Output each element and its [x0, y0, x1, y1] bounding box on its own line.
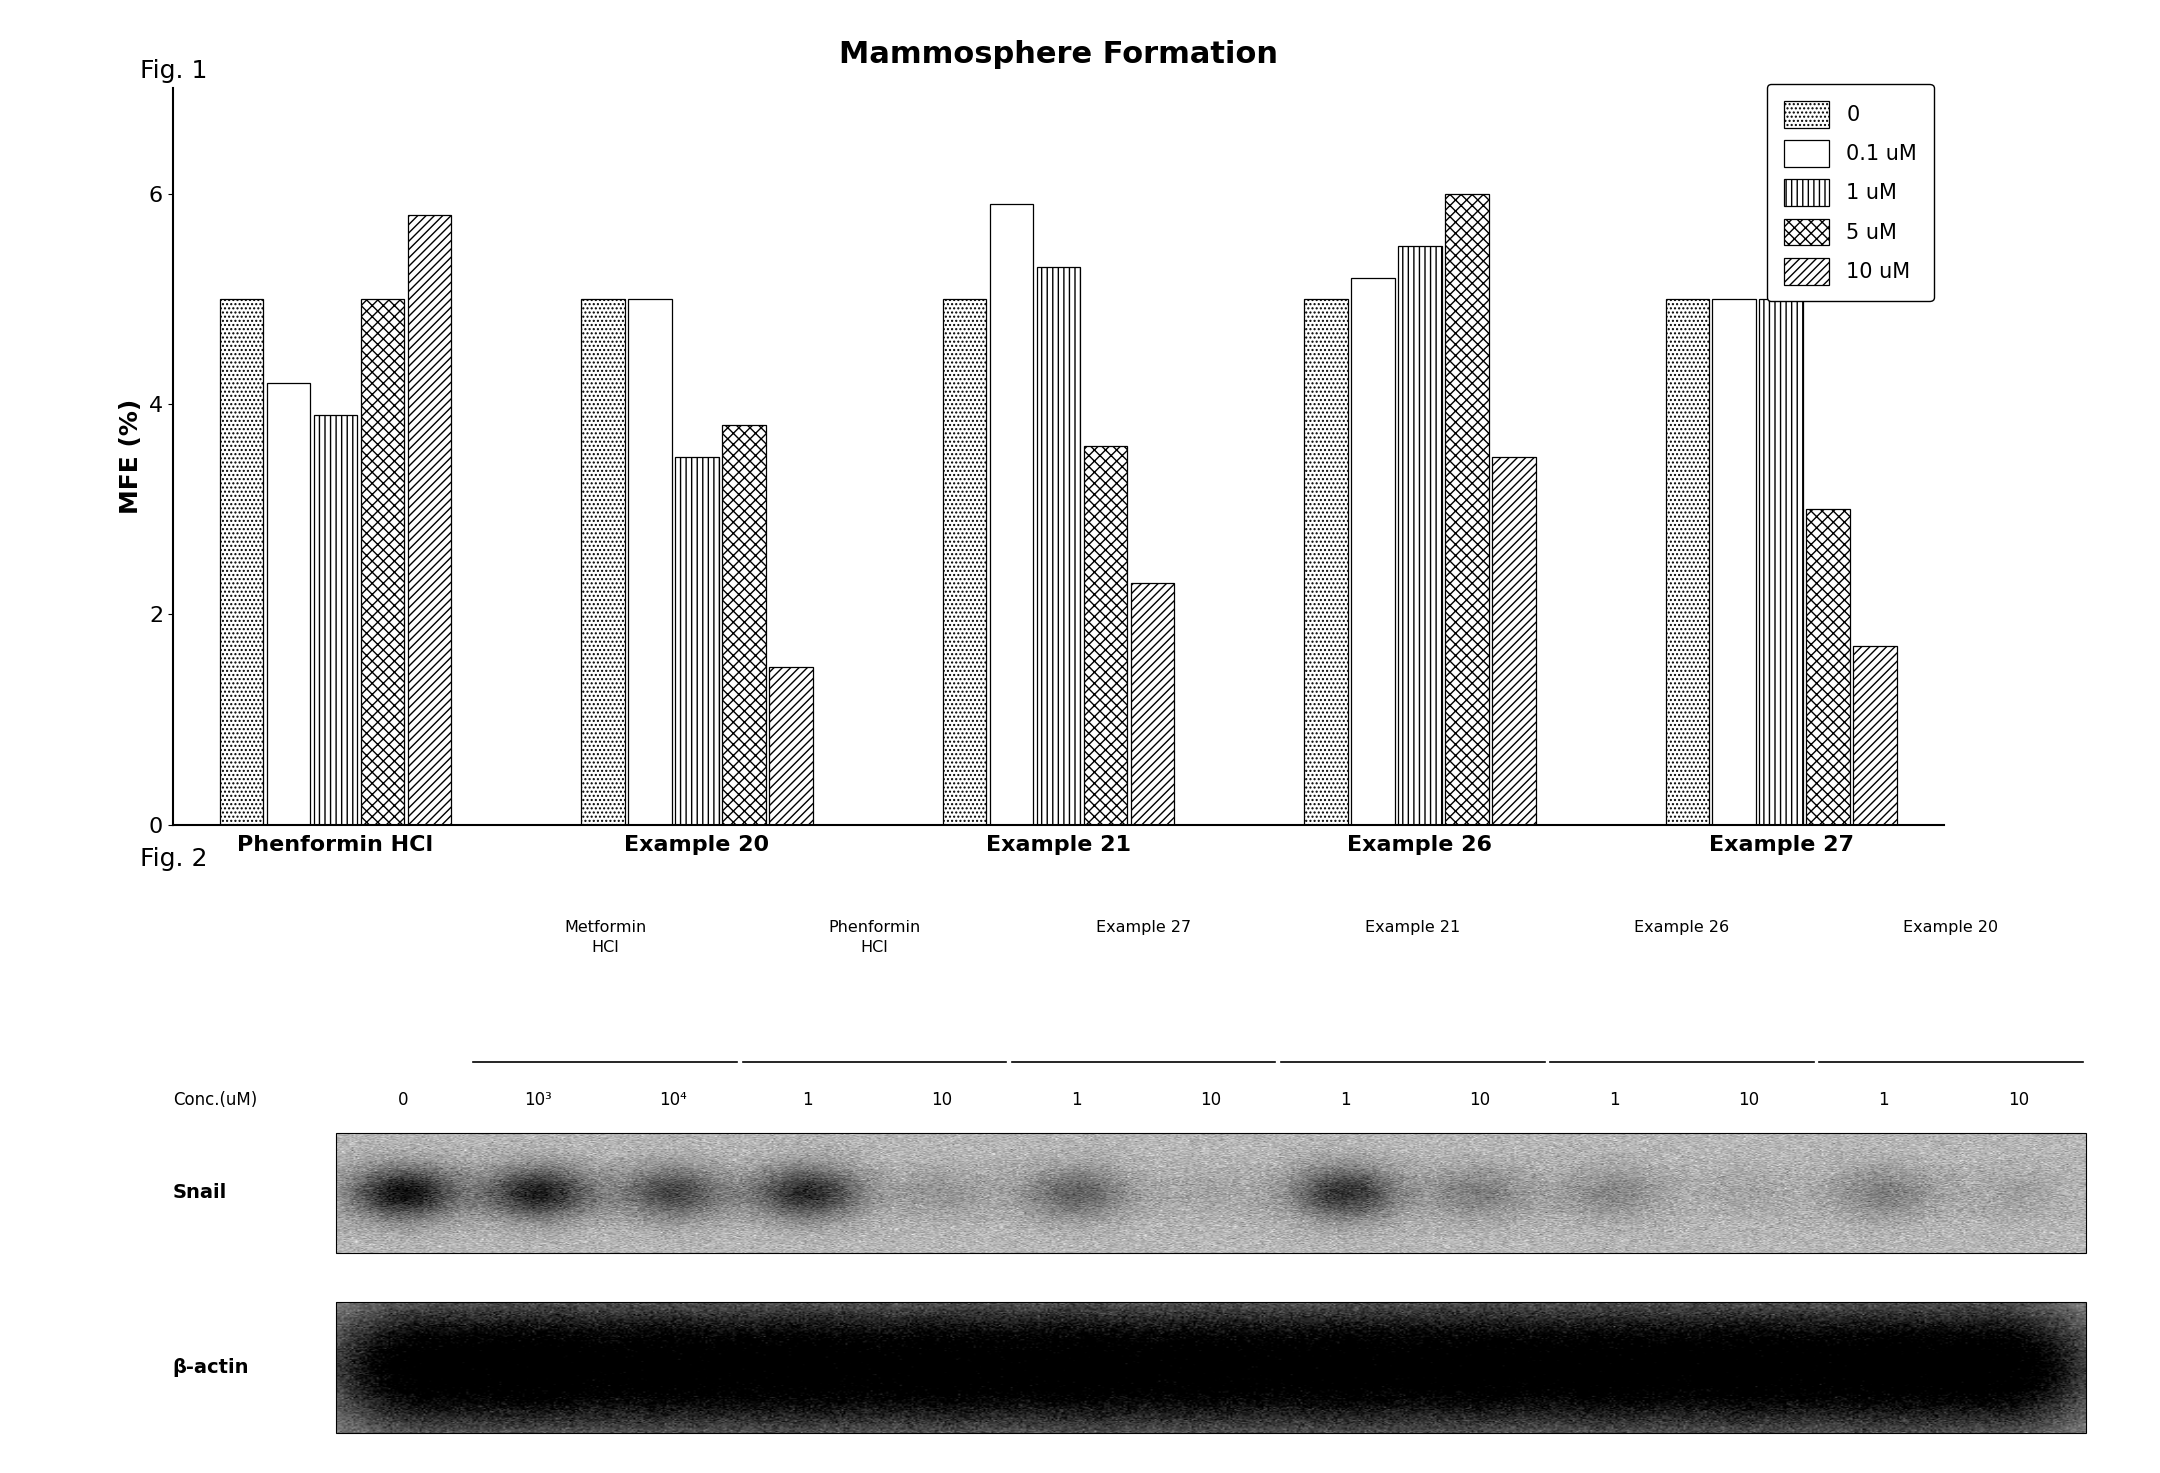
- Text: 1: 1: [1609, 1091, 1620, 1109]
- Bar: [266, 383, 311, 825]
- Bar: [1665, 299, 1709, 825]
- Text: Fig. 2: Fig. 2: [140, 847, 207, 871]
- Text: 1: 1: [1339, 1091, 1350, 1109]
- Text: Conc.(uM): Conc.(uM): [173, 1091, 257, 1109]
- Bar: [408, 215, 451, 825]
- Text: 10: 10: [1739, 1091, 1760, 1109]
- Text: 10⁴: 10⁴: [659, 1091, 687, 1109]
- Bar: [1806, 510, 1851, 825]
- Legend: 0, 0.1 uM, 1 uM, 5 uM, 10 uM: 0, 0.1 uM, 1 uM, 5 uM, 10 uM: [1767, 84, 1933, 302]
- Text: Example 26: Example 26: [1635, 921, 1730, 935]
- Bar: [1493, 457, 1536, 825]
- Text: 1: 1: [801, 1091, 812, 1109]
- Bar: [220, 299, 264, 825]
- Bar: [337, 1302, 2087, 1433]
- Text: 10³: 10³: [525, 1091, 553, 1109]
- Bar: [629, 299, 672, 825]
- Bar: [1853, 647, 1896, 825]
- Text: Example 27: Example 27: [1095, 921, 1190, 935]
- Bar: [942, 299, 987, 825]
- Text: 10: 10: [1469, 1091, 1490, 1109]
- Bar: [1037, 267, 1080, 825]
- Text: Phenformin
HCl: Phenformin HCl: [827, 921, 920, 955]
- Bar: [989, 205, 1032, 825]
- Text: β-actin: β-actin: [173, 1358, 248, 1377]
- Bar: [1350, 278, 1395, 825]
- Bar: [1084, 446, 1128, 825]
- Text: Example 21: Example 21: [1365, 921, 1460, 935]
- Bar: [1398, 246, 1441, 825]
- Text: Metformin
HCl: Metformin HCl: [564, 921, 646, 955]
- Bar: [581, 299, 624, 825]
- Bar: [1760, 299, 1804, 825]
- Bar: [1713, 299, 1756, 825]
- Bar: [1305, 299, 1348, 825]
- Bar: [676, 457, 719, 825]
- Text: 10: 10: [1201, 1091, 1220, 1109]
- Bar: [1130, 583, 1175, 825]
- Bar: [1445, 193, 1488, 825]
- Y-axis label: MFE (%): MFE (%): [119, 399, 143, 514]
- Text: Fig. 1: Fig. 1: [140, 59, 207, 82]
- Bar: [337, 1133, 2087, 1252]
- Text: 1: 1: [1071, 1091, 1082, 1109]
- Text: 0: 0: [397, 1091, 408, 1109]
- Text: 10: 10: [2009, 1091, 2028, 1109]
- Title: Mammosphere Formation: Mammosphere Formation: [838, 40, 1279, 69]
- Bar: [361, 299, 404, 825]
- Text: Snail: Snail: [173, 1183, 227, 1202]
- Text: 10: 10: [931, 1091, 953, 1109]
- Bar: [313, 414, 356, 825]
- Bar: [769, 667, 812, 825]
- Bar: [721, 426, 767, 825]
- Text: 1: 1: [1879, 1091, 1890, 1109]
- Text: Example 20: Example 20: [1903, 921, 1998, 935]
